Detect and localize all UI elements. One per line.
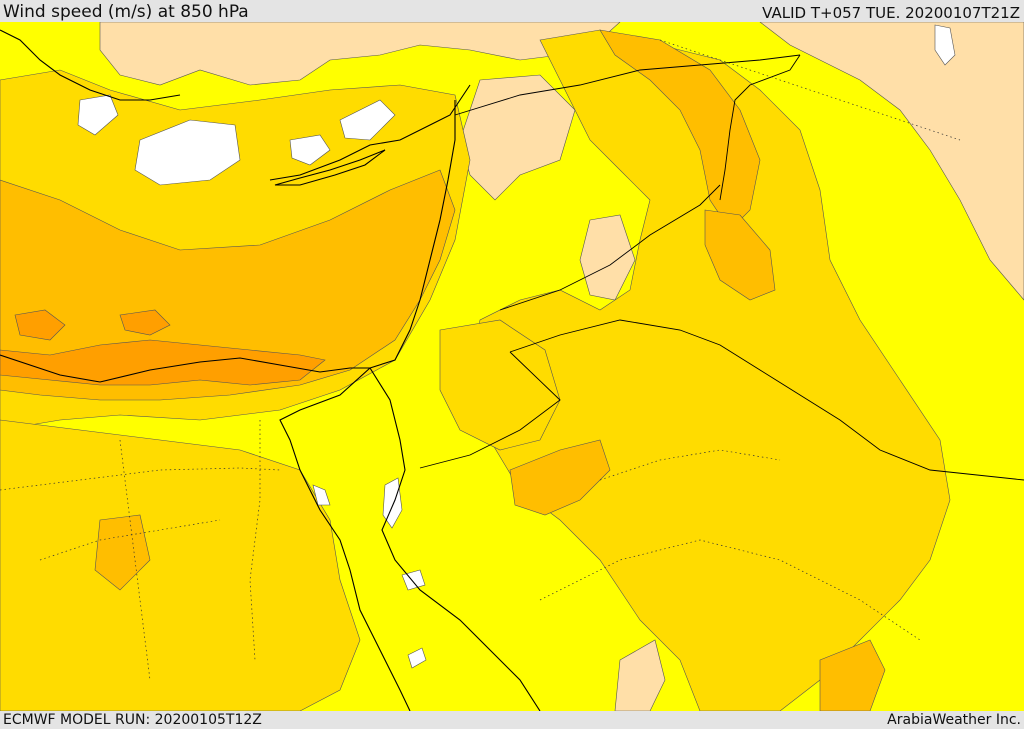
borders	[419, 54, 1024, 481]
coast-cyprus	[274, 149, 386, 186]
field-amber-south	[819, 639, 886, 711]
valid-time: VALID T+057 TUE. 20200107T21Z	[762, 4, 1020, 22]
footer-bar	[0, 711, 1024, 729]
coast-aegean	[0, 29, 181, 101]
field-gold-jordan	[439, 319, 561, 451]
coast-turkey-south	[269, 84, 471, 181]
border-jordan	[509, 319, 1024, 481]
field-calm-crete	[134, 119, 241, 186]
field-tan-northeast	[759, 22, 1024, 301]
coast-africa-north	[0, 354, 370, 383]
field-amber-iraq2	[704, 209, 776, 301]
header-bar	[0, 0, 1024, 22]
map-title: Wind speed (m/s) at 850 hPa	[3, 2, 249, 22]
credit: ArabiaWeather Inc.	[887, 712, 1021, 728]
field-calm-aegean	[77, 94, 119, 136]
field-amber-arabia	[509, 439, 611, 516]
field-amber-med	[0, 169, 456, 401]
coastlines	[0, 29, 541, 711]
field-calm-redsea	[407, 647, 427, 669]
coast-sinai-west	[279, 367, 411, 711]
field-tan-south	[614, 639, 666, 711]
field-gold-sw	[0, 419, 361, 711]
field-orange-patch2	[119, 309, 171, 336]
model-run: ECMWF MODEL RUN: 20200105T12Z	[3, 712, 262, 728]
border-iraq-syria	[499, 184, 721, 311]
field-calm-cyprus	[289, 134, 331, 166]
field-calm-caspian	[934, 24, 956, 66]
border-turkey-syria	[454, 54, 801, 116]
field-orange-band	[0, 339, 326, 386]
dotted-boundaries	[0, 39, 961, 681]
field-calm-turkey	[339, 99, 396, 141]
field-orange-patch	[14, 309, 66, 341]
field-gold-east	[469, 29, 951, 711]
border-iran-iraq	[719, 54, 801, 201]
coast-aqaba	[369, 367, 541, 711]
field-calm-sinai	[312, 484, 331, 506]
wind-speed-map	[0, 22, 1024, 711]
coast-levant	[369, 100, 456, 369]
border-saudi-jordan	[419, 351, 561, 469]
